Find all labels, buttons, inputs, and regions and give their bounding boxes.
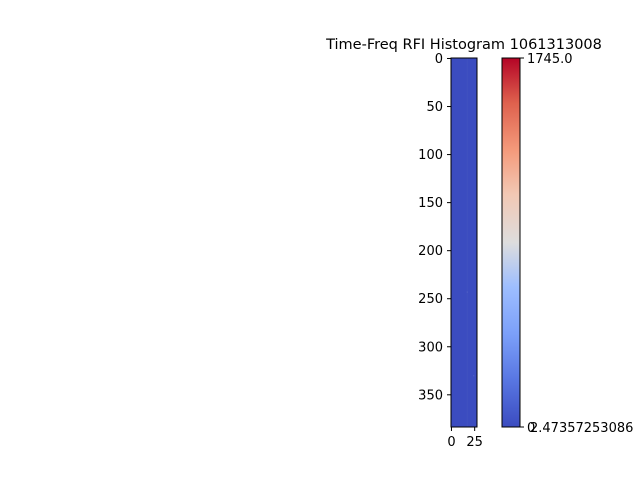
chart-title: Time-Freq RFI Histogram 1061313008 bbox=[325, 37, 602, 53]
colorbar: 1745.0 0 2.47357253086 bbox=[501, 52, 633, 436]
y-tick-label: 150 bbox=[418, 196, 443, 211]
heatmap-axes: 0 50 100 150 200 250 300 350 0 25 bbox=[418, 52, 483, 450]
colorbar-min-tick-label: 0 bbox=[527, 421, 535, 436]
x-tick-label: 0 bbox=[447, 435, 455, 450]
y-tick-label: 350 bbox=[418, 388, 443, 403]
y-axis: 0 50 100 150 200 250 300 350 bbox=[418, 52, 451, 403]
heatmap-frame bbox=[450, 57, 478, 428]
y-tick-label: 250 bbox=[418, 292, 443, 307]
heatmap-cell-column bbox=[466, 58, 468, 427]
y-tick-label: 50 bbox=[426, 100, 443, 115]
y-tick-label: 100 bbox=[418, 148, 443, 163]
colorbar-min-label: 2.47357253086 bbox=[530, 421, 633, 436]
heatmap-cells bbox=[466, 58, 475, 427]
y-tick-label: 0 bbox=[435, 52, 443, 67]
x-axis: 0 25 bbox=[447, 427, 483, 450]
y-tick-label: 300 bbox=[418, 340, 443, 355]
y-tick-label: 200 bbox=[418, 244, 443, 259]
colorbar-gradient bbox=[502, 58, 520, 427]
x-tick-label: 25 bbox=[466, 435, 483, 450]
colorbar-max-label: 1745.0 bbox=[527, 52, 573, 67]
heatmap-cell bbox=[473, 375, 475, 377]
colorbar-frame bbox=[501, 57, 521, 428]
heatmap-cell bbox=[466, 291, 468, 293]
heatmap-image bbox=[451, 58, 477, 427]
